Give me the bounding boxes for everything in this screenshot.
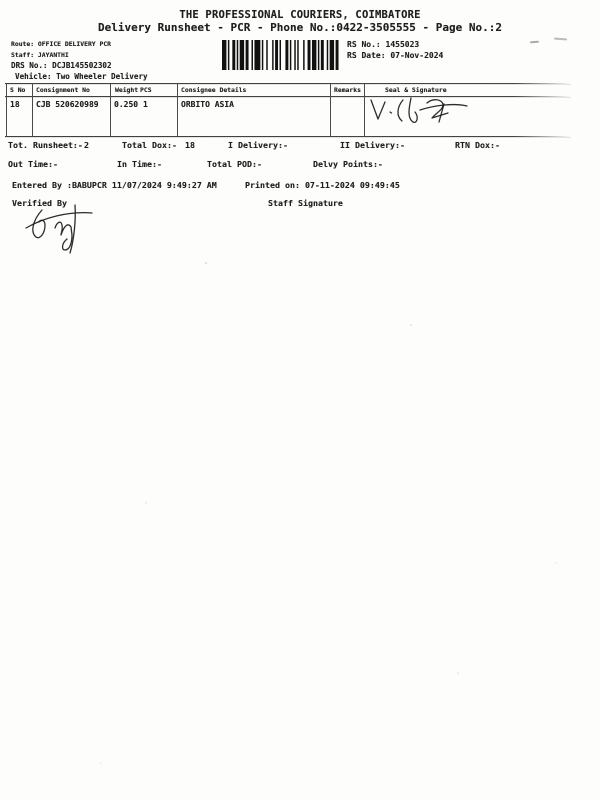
col-header-remarks: Remarks <box>334 86 361 94</box>
tot-runsheet-value: 2 <box>84 140 89 150</box>
ii-delivery-label: II Delivery:- <box>340 140 405 150</box>
table-column-divider <box>6 83 7 136</box>
out-time-label: Out Time:- <box>8 159 58 169</box>
barcode-icon <box>222 40 339 70</box>
verified-signature-icon <box>25 204 93 254</box>
vehicle-line: Vehicle: Two Wheeler Delivery <box>15 72 148 81</box>
table-column-divider <box>330 83 331 136</box>
col-header-pcs: PCS <box>140 86 152 94</box>
rs-no-line: RS No.: 1455023 <box>347 40 420 49</box>
staff-line: Staff: JAYANTHI <box>11 51 69 59</box>
table-column-divider <box>177 83 178 136</box>
scan-noise <box>205 262 207 264</box>
verified-by-label: Verified By <box>12 198 67 208</box>
total-dox-label: Total Dox:- <box>122 140 177 150</box>
table-column-divider <box>364 83 365 136</box>
printed-on-line: Printed on: 07-11-2024 09:49:45 <box>245 180 400 190</box>
entered-by-line: Entered By :BABUPCR 11/07/2024 9:49:27 A… <box>12 180 217 190</box>
cell-consignee: ORBITO ASIA <box>181 100 234 109</box>
table-bottom-border <box>5 136 571 137</box>
cell-consignment: CJB 520620989 <box>36 100 99 109</box>
tot-runsheet-label: Tot. Runsheet:- <box>8 140 83 150</box>
col-header-consignee: Consignee Details <box>181 86 247 94</box>
company-title: THE PROFESSIONAL COURIERS, COIMBATORE <box>179 9 421 21</box>
col-header-consignment: Consignment No <box>36 86 90 94</box>
i-delivery-label: I Delivery:- <box>228 140 288 150</box>
route-line: Route: OFFICE DELIVERY PCR <box>11 40 112 48</box>
cell-pcs: 1 <box>143 100 148 109</box>
rtn-dox-label: RTN Dox:- <box>455 140 500 150</box>
seal-signature-icon <box>370 97 468 123</box>
scan-smudge <box>553 37 568 41</box>
scan-smudge <box>529 40 540 44</box>
in-time-label: In Time:- <box>117 159 162 169</box>
table-column-divider <box>32 83 33 136</box>
total-dox-value: 18 <box>185 140 195 150</box>
staff-signature-label: Staff Signature <box>268 198 343 208</box>
col-header-sno: S No <box>10 86 26 94</box>
cell-weight: 0.250 <box>114 100 139 109</box>
runsheet-subtitle: Delivery Runsheet - PCR - Phone No.:0422… <box>98 21 502 34</box>
delvy-points-label: Delvy Points:- <box>313 159 383 169</box>
cell-sno: 18 <box>10 100 20 109</box>
total-pod-label: Total POD:- <box>207 159 262 169</box>
table-column-divider <box>110 83 111 136</box>
rs-date-line: RS Date: 07-Nov-2024 <box>347 51 444 60</box>
table-top-border <box>5 83 571 84</box>
drs-no-line: DRS No.: DCJB145502302 <box>11 61 112 70</box>
col-header-seal-signature: Seal & Signature <box>385 86 447 94</box>
col-header-weight: Weight <box>115 86 139 94</box>
table-header-border <box>5 96 571 97</box>
